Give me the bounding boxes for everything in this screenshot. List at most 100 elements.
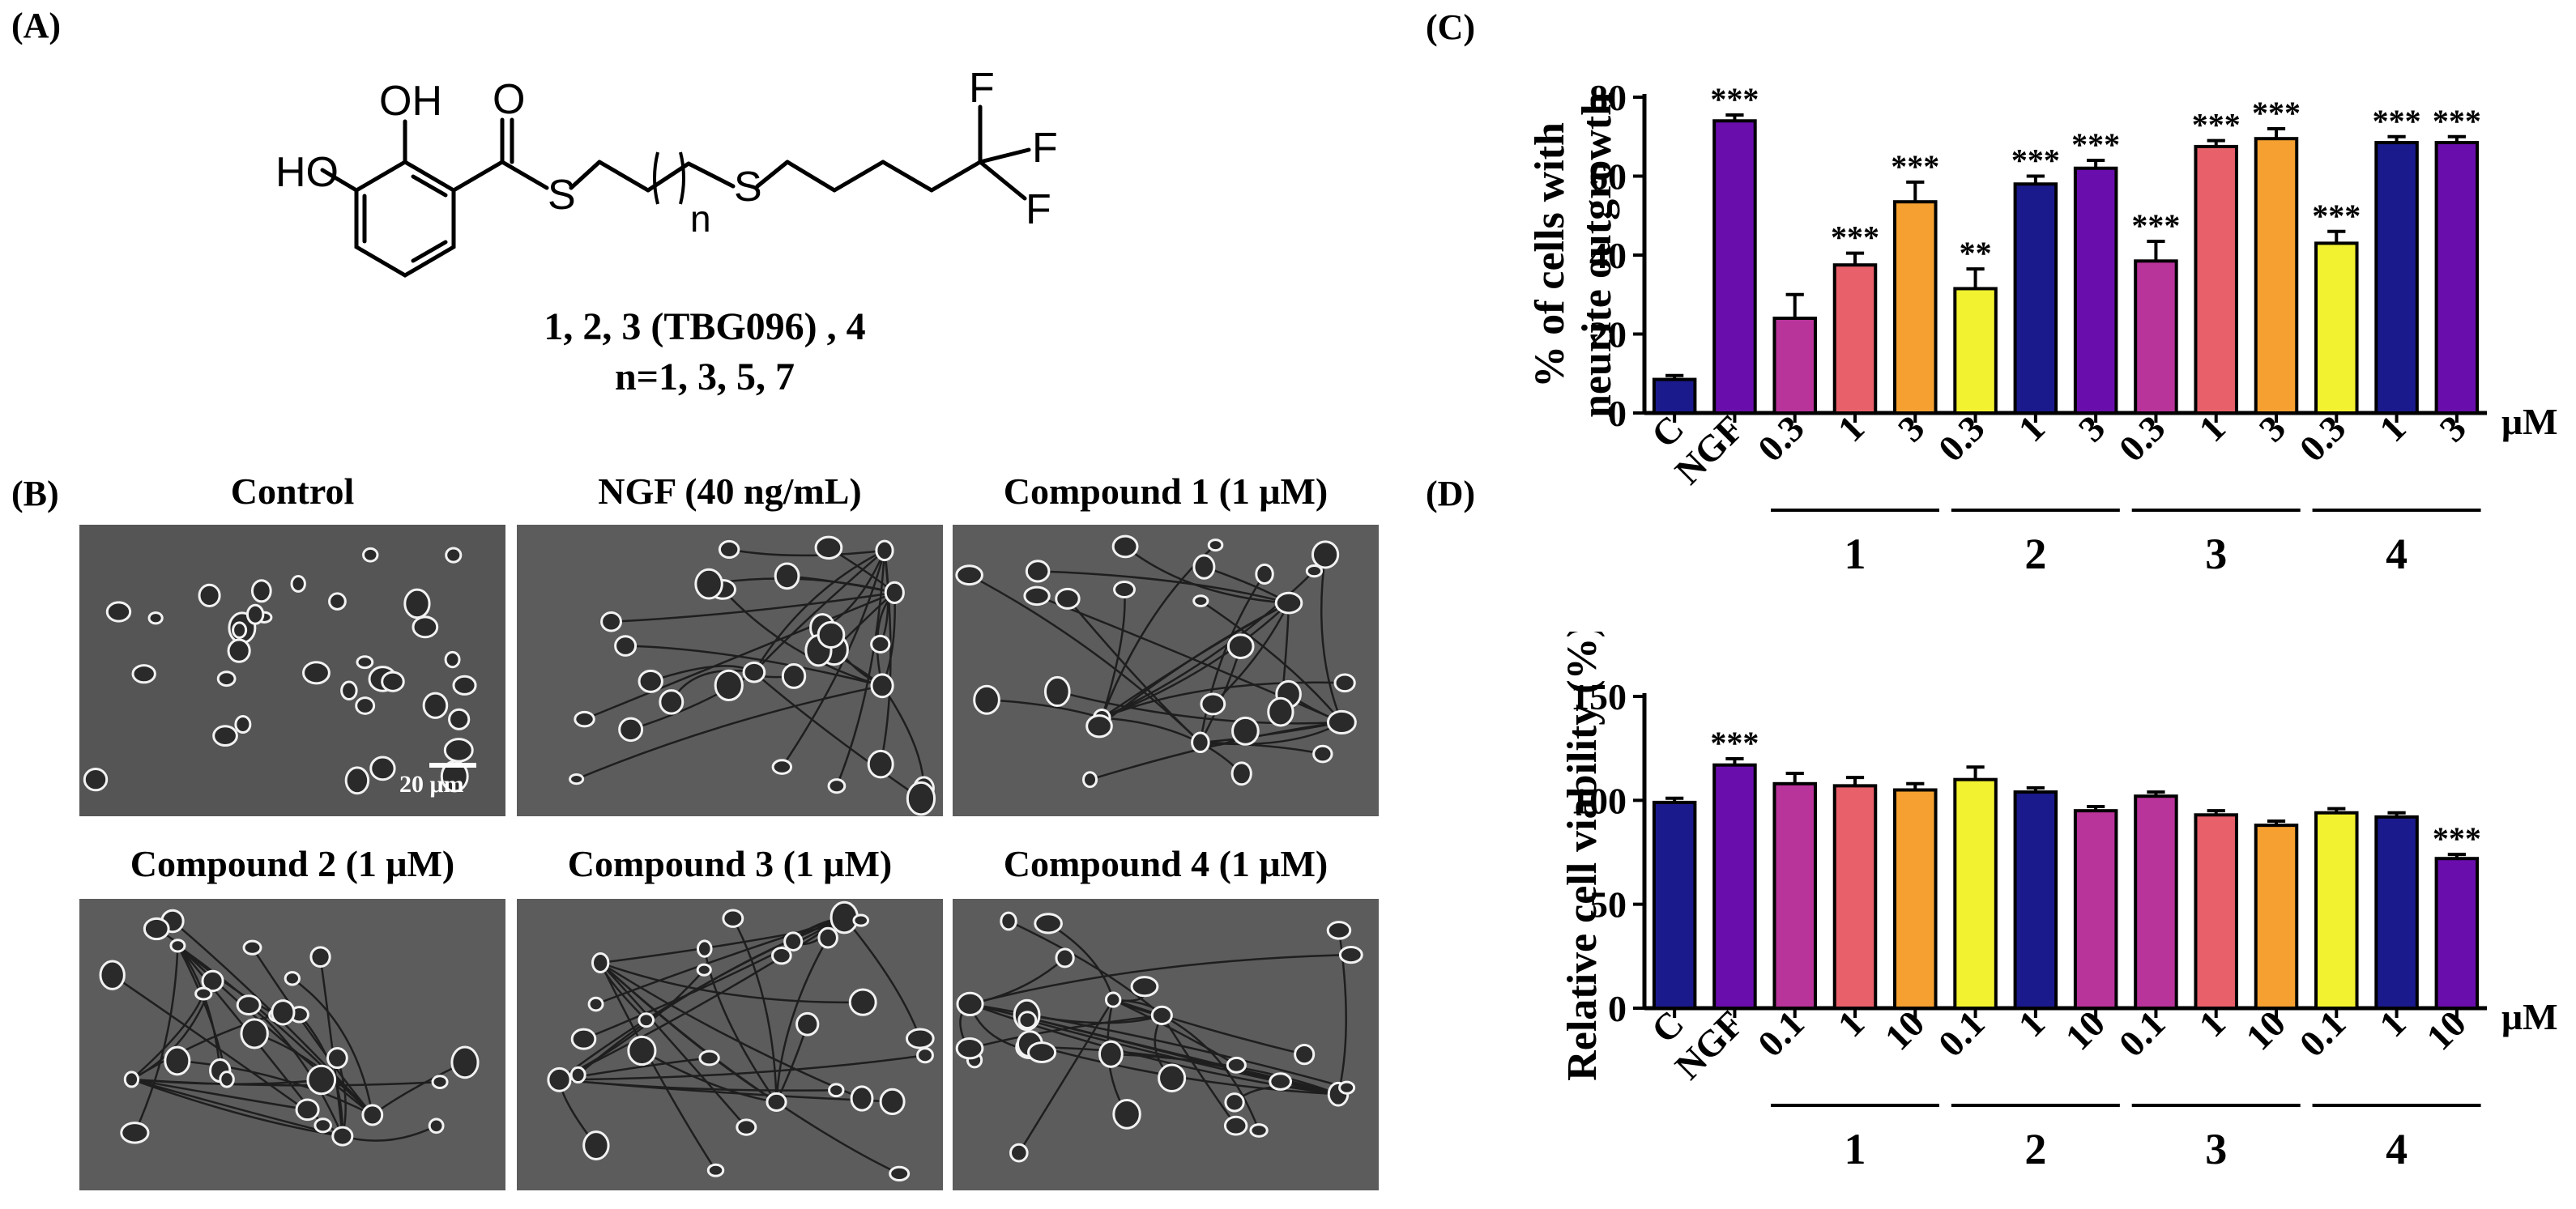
chart-neurite-outgrowth: 0 20 40 60 80 % of cells with neurite outgrowt… — [1527, 77, 2558, 578]
y-tick-label: 100 — [1571, 780, 1627, 821]
cell-body — [131, 664, 156, 684]
cell-body — [956, 991, 984, 1017]
cell-body — [313, 1117, 332, 1134]
bar — [2374, 815, 2419, 1010]
cell-body — [1085, 714, 1113, 739]
cell-body — [1312, 744, 1333, 764]
significance-marker: *** — [2312, 198, 2361, 234]
micrograph-caption-compound-2: Compound 2 (1 μM) — [130, 843, 455, 884]
significance-marker: *** — [2011, 143, 2060, 179]
neurite — [130, 993, 205, 1080]
cell-body — [1231, 716, 1260, 746]
y-tick-label: 20 — [1589, 314, 1627, 355]
cell-body — [867, 749, 894, 779]
x-tick-label: 0.1 — [1930, 1003, 1993, 1065]
neurite — [576, 684, 883, 781]
cell-body — [795, 1011, 820, 1037]
cell-body — [889, 1165, 911, 1182]
atom-carbonyl-o: O — [493, 76, 525, 123]
cell-body — [381, 670, 405, 692]
compounds-label: 1, 2, 3 (TBG096) , 4 — [544, 305, 866, 348]
neurite — [599, 962, 717, 1171]
cell-body — [884, 581, 905, 605]
neurite — [843, 917, 922, 1039]
x-tick-label: 10 — [1877, 1003, 1933, 1058]
micrograph-compound-4 — [953, 899, 1379, 1190]
cell-body — [1230, 761, 1252, 786]
cell-body — [973, 684, 1000, 715]
cell-body — [1269, 1072, 1293, 1091]
cell-body — [198, 583, 221, 607]
cell-body — [1224, 1092, 1245, 1113]
bar — [1772, 317, 1817, 415]
y-tick-label: 60 — [1589, 156, 1627, 198]
y-tick-label: 50 — [1589, 884, 1627, 926]
cell-body — [1267, 696, 1294, 727]
cell-body — [1191, 731, 1210, 754]
cell-body — [1104, 991, 1122, 1008]
x-tick-label: 0.1 — [1750, 1003, 1812, 1065]
significance-marker: *** — [1831, 219, 1879, 256]
cell-body — [906, 781, 936, 816]
neurite — [969, 1014, 1162, 1049]
significance-marker: ** — [1960, 235, 1992, 271]
cell-body — [870, 634, 891, 654]
bar — [1832, 784, 1878, 1010]
cell-body — [1112, 1099, 1141, 1130]
x-tick-label: 0.3 — [1930, 407, 1993, 470]
neurite — [131, 1078, 441, 1087]
neurite — [1161, 1015, 1237, 1126]
group-label: 3 — [2205, 1125, 2227, 1173]
atom-s2: S — [734, 164, 762, 211]
group-label: 2 — [2024, 1125, 2046, 1173]
cell-body — [242, 939, 262, 956]
cell-body — [340, 680, 358, 701]
cell-body — [271, 999, 296, 1026]
cell-body — [412, 615, 439, 639]
bar — [1953, 777, 1998, 1011]
bar — [1772, 781, 1817, 1011]
cell-body — [722, 909, 744, 928]
group-label: 1 — [1845, 530, 1866, 578]
micrograph-ngf — [517, 525, 943, 816]
cell-body — [955, 1037, 984, 1060]
neurite — [559, 1079, 893, 1103]
cell-body — [450, 1045, 480, 1079]
cell-body — [694, 568, 723, 600]
cell-body — [1017, 1011, 1038, 1030]
cell-body — [1255, 563, 1274, 585]
cell-body — [1113, 581, 1136, 598]
significance-marker: *** — [2071, 126, 2120, 163]
cell-body — [1294, 1043, 1316, 1066]
bar — [1712, 119, 1757, 415]
cell-body — [169, 939, 186, 953]
neurite — [835, 550, 886, 787]
cell-body — [362, 547, 379, 563]
cell-body — [216, 670, 237, 688]
neurite — [1320, 554, 1343, 723]
cell-body — [587, 996, 604, 1012]
cell-body — [569, 773, 585, 785]
neurite — [559, 1054, 926, 1081]
cell-body — [879, 1088, 906, 1116]
cell-body — [445, 547, 463, 564]
neurite — [1066, 598, 1201, 743]
atom-ho-left: HO — [275, 149, 339, 196]
bar — [2134, 794, 2178, 1010]
neurite — [775, 937, 830, 1103]
cell-body — [1274, 591, 1303, 615]
cell-body — [428, 1117, 445, 1135]
bar — [2314, 811, 2359, 1010]
cell-body — [614, 635, 638, 657]
cell-body — [875, 539, 894, 562]
unit-label: μM — [2501, 401, 2558, 442]
significance-marker: *** — [2373, 103, 2421, 139]
cell-body — [361, 1104, 384, 1126]
neurite — [1008, 920, 1163, 1016]
significance-marker: *** — [2192, 107, 2241, 143]
cell-body — [452, 675, 477, 696]
bar — [1953, 287, 1998, 415]
bar — [2374, 141, 2419, 415]
cell-body — [356, 655, 374, 670]
neurite — [1200, 600, 1343, 723]
